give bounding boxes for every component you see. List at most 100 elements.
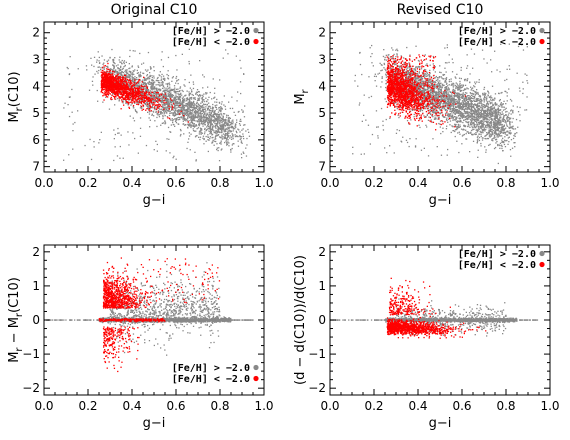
data-point-metal-rich	[120, 61, 122, 63]
data-point-metal-rich	[391, 56, 394, 58]
data-point-metal-rich	[218, 115, 220, 117]
data-point-metal-rich	[162, 105, 164, 108]
data-point-metal-rich	[194, 104, 196, 106]
data-point-metal-rich	[228, 145, 230, 147]
data-point-metal-poor	[151, 91, 153, 93]
data-point-metal-rich	[228, 119, 230, 121]
data-point-metal-rich	[179, 96, 182, 98]
data-point-metal-rich	[165, 150, 167, 152]
data-point-metal-rich	[437, 83, 439, 85]
data-point-metal-rich	[214, 101, 216, 103]
data-point-metal-rich	[152, 82, 154, 85]
data-point-metal-rich	[510, 113, 512, 115]
data-point-metal-rich	[145, 102, 147, 104]
data-point-metal-rich	[176, 107, 178, 109]
data-point-metal-rich	[140, 102, 142, 104]
data-point-metal-rich	[207, 122, 209, 124]
data-point-metal-poor	[149, 100, 151, 102]
data-point-metal-rich	[169, 84, 171, 86]
data-point-metal-rich	[483, 101, 485, 103]
data-point-metal-poor	[153, 102, 156, 104]
data-point-metal-rich	[170, 93, 172, 95]
data-point-metal-rich	[222, 133, 225, 135]
data-point-metal-poor	[141, 94, 143, 97]
data-point-metal-rich	[188, 123, 190, 126]
data-point-metal-rich	[179, 86, 182, 88]
legend-entry-label: [Fe/H] < −2.0	[172, 37, 250, 48]
data-point-metal-rich	[226, 144, 228, 146]
data-point-metal-rich	[184, 117, 186, 120]
data-point-metal-rich	[214, 109, 216, 112]
data-point-metal-rich	[126, 75, 128, 77]
data-point-metal-rich	[225, 137, 227, 140]
data-point-metal-rich	[136, 72, 138, 74]
data-point-metal-poor	[116, 77, 119, 79]
data-point-metal-rich	[132, 80, 134, 83]
data-point-metal-rich	[97, 51, 99, 53]
data-point-metal-rich	[167, 126, 170, 129]
data-point-metal-rich	[139, 88, 142, 90]
data-point-metal-rich	[97, 100, 99, 102]
data-point-metal-poor	[165, 101, 167, 104]
data-point-metal-rich	[141, 80, 143, 82]
data-point-metal-rich	[88, 89, 91, 91]
data-point-metal-rich	[203, 108, 205, 110]
data-point-metal-rich	[146, 77, 149, 79]
data-point-metal-rich	[147, 69, 149, 71]
data-point-metal-rich	[241, 157, 243, 159]
data-point-metal-rich	[227, 120, 229, 122]
data-point-metal-rich	[206, 126, 208, 128]
data-point-metal-rich	[200, 118, 202, 120]
data-point-metal-rich	[161, 122, 163, 124]
data-point-metal-rich	[134, 50, 136, 52]
data-point-metal-rich	[242, 128, 244, 130]
data-point-metal-rich	[137, 66, 140, 68]
data-point-metal-rich	[179, 128, 182, 131]
data-point-metal-poor	[118, 97, 120, 99]
data-point-metal-rich	[208, 109, 210, 111]
data-point-metal-rich	[173, 97, 175, 100]
data-point-metal-rich	[232, 121, 234, 123]
data-point-metal-rich	[174, 114, 176, 116]
data-point-metal-rich	[485, 124, 487, 126]
data-point-metal-rich	[188, 116, 190, 118]
data-point-metal-rich	[220, 124, 222, 126]
data-point-metal-rich	[179, 118, 181, 121]
data-point-metal-rich	[191, 103, 193, 105]
data-point-metal-rich	[191, 112, 193, 114]
data-point-metal-poor	[142, 92, 144, 94]
data-point-metal-rich	[216, 115, 218, 117]
data-point-metal-rich	[195, 92, 197, 94]
data-point-metal-rich	[172, 94, 175, 97]
data-point-metal-rich	[193, 106, 195, 109]
data-point-metal-rich	[189, 112, 191, 114]
data-point-metal-poor	[136, 87, 138, 89]
data-point-metal-rich	[134, 69, 136, 71]
data-point-metal-rich	[90, 57, 92, 59]
data-point-metal-rich	[207, 99, 209, 101]
data-point-metal-rich	[155, 89, 158, 91]
data-point-metal-rich	[167, 92, 169, 94]
data-point-metal-poor	[112, 91, 114, 93]
data-point-metal-rich	[198, 125, 200, 127]
data-point-metal-rich	[184, 85, 186, 87]
data-point-metal-rich	[229, 137, 231, 139]
data-point-metal-rich	[188, 132, 190, 134]
data-point-metal-rich	[120, 73, 123, 75]
data-point-metal-poor	[116, 92, 119, 94]
data-point-metal-rich	[221, 131, 223, 133]
data-point-metal-rich	[151, 86, 153, 89]
data-point-metal-rich	[247, 128, 249, 131]
data-point-metal-poor	[141, 85, 144, 88]
data-point-metal-rich	[224, 129, 226, 131]
data-point-metal-poor	[102, 73, 104, 75]
data-point-metal-rich	[172, 119, 174, 121]
data-point-metal-poor	[156, 100, 158, 102]
data-point-metal-rich	[127, 131, 129, 133]
data-point-metal-rich	[214, 131, 216, 134]
data-point-metal-rich	[148, 76, 150, 78]
data-point-metal-rich	[231, 147, 233, 150]
data-point-metal-rich	[98, 60, 100, 62]
data-point-metal-rich	[137, 86, 139, 88]
data-point-metal-poor	[134, 79, 136, 81]
